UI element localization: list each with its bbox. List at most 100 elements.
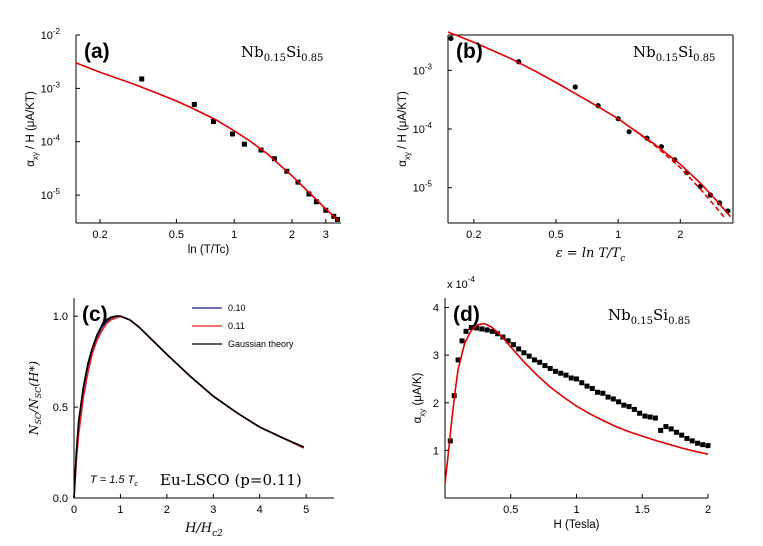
compound-annotation: Nb0.15Si0.85: [241, 43, 323, 64]
data-point: [510, 342, 516, 348]
data-point: [563, 372, 569, 378]
data-point: [505, 338, 511, 344]
data-point: [459, 338, 465, 344]
exponent-base: x 10: [447, 279, 468, 291]
compound-sub1: 0.15: [264, 53, 286, 64]
y-tick-base: 10: [41, 137, 53, 149]
y-tick-exponent: -3: [53, 80, 61, 89]
y-axis-label-sub: xy: [403, 152, 412, 160]
series-1: [444, 322, 709, 484]
compound-nb: Nb: [633, 43, 656, 61]
data-point: [542, 363, 548, 369]
data-point: [526, 353, 532, 359]
data-point: [700, 442, 706, 448]
series-line: [75, 62, 340, 222]
y-axis-label-n: N: [27, 424, 41, 436]
x-tick-label: 2: [705, 504, 711, 516]
series-line: [73, 315, 305, 499]
y-tick-base: 10: [41, 83, 53, 95]
compound-si: Si: [653, 306, 668, 324]
compound-sub2: 0.85: [301, 53, 323, 64]
data-point: [579, 380, 585, 386]
data-point: [139, 76, 145, 82]
data-point: [642, 413, 648, 419]
y-tick-label: 4: [433, 303, 439, 315]
legend-label: Gaussian theory: [228, 339, 294, 349]
y-axis-label-sub2: SC: [34, 387, 43, 399]
x-tick-label: 5: [303, 504, 309, 516]
y-axis-label: αxy / H (μA/KT): [397, 91, 412, 167]
panel-label: (b): [456, 40, 483, 63]
y-axis-label-mid: /N: [27, 398, 41, 414]
x-axis-label: ln (T/Tc): [188, 244, 230, 256]
x-tick-label: 0.5: [548, 229, 563, 241]
data-point: [658, 427, 664, 433]
y-tick-base: 10: [413, 183, 425, 195]
compound-nb: Nb: [241, 43, 264, 61]
x-tick-label: 1: [117, 504, 123, 516]
y-axis-label-end: (H*): [27, 361, 41, 387]
y-axis-label-alpha: α: [25, 160, 37, 167]
data-point: [626, 129, 632, 135]
legend-label: 0.10: [228, 303, 246, 313]
x-tick-label: 1: [231, 229, 237, 241]
panel-label: (c): [82, 303, 108, 326]
y-tick-label: 10-5: [41, 187, 61, 202]
x-axis-label: H (Tesla): [553, 519, 599, 531]
y-tick-base: 10: [413, 65, 425, 77]
data-point: [694, 440, 700, 446]
data-point: [552, 368, 558, 374]
x-axis-label: H/Hc2: [184, 521, 223, 539]
x-tick-label: 0.2: [92, 229, 107, 241]
sample-annotation: Eu-LSCO (p=0.11): [160, 471, 302, 489]
data-point: [547, 365, 553, 371]
y-axis-label-sub: xy: [31, 152, 40, 160]
x-axis-label-sub: c2: [212, 529, 223, 539]
y-tick-label: 3: [433, 350, 439, 362]
temperature-sub: c: [134, 481, 138, 488]
x-axis-label-main: ε = ln T/T: [556, 246, 622, 261]
data-point: [489, 328, 495, 334]
series-0: [448, 35, 731, 214]
y-tick-base: 10: [41, 190, 53, 202]
data-point: [637, 410, 643, 416]
y-tick-exponent: -4: [53, 134, 61, 143]
series-line: [634, 129, 726, 219]
y-exponent-label: x 10-4: [447, 275, 475, 291]
y-axis-label: αxy / H (μA/KT): [25, 91, 40, 167]
data-point: [684, 435, 690, 441]
y-tick-label: 0.5: [53, 402, 68, 414]
x-tick-label: 0.5: [169, 229, 184, 241]
compound-annotation: Nb0.15Si0.85: [608, 306, 690, 327]
y-tick-label: 10-4: [413, 121, 433, 136]
panel-b: 0.2 0.5 1 210-510-410-3(b) Nb0.15Si0.85ε = l…: [397, 31, 734, 264]
temperature-annotation: T = 1.5 Tc: [90, 474, 138, 488]
x-tick-label: 4: [257, 504, 263, 516]
data-point: [537, 359, 543, 365]
y-axis-label-rest: / H (μA/KT): [25, 91, 37, 152]
data-point: [679, 432, 685, 438]
panel-d: 0.5 1 1.5 2 1 2 3 4 (d) Nb0.15Si0.85 H (Tesla) αxy …: [412, 275, 711, 531]
y-axis-label-alpha: α: [412, 416, 424, 423]
y-tick-label: 10-5: [413, 180, 433, 195]
compound-sub2: 0.85: [668, 316, 690, 327]
y-tick-label: 10-3: [41, 80, 61, 95]
series-line: [444, 322, 709, 484]
y-tick-label: 10-2: [41, 27, 61, 42]
y-tick-label: 10-4: [41, 134, 61, 149]
y-tick-label: 1: [433, 445, 439, 457]
data-point: [521, 350, 527, 356]
panel-c: 0 1 2 3 4 50.00.51.0 (c)H/Hc2NSC/NSC(H*)0.100.…: [27, 298, 334, 539]
y-axis-label-rest: (μA/K): [412, 373, 424, 409]
data-point: [589, 385, 595, 391]
data-point: [600, 390, 606, 396]
y-axis-label-sub: SC: [34, 413, 43, 425]
panel-a: 0.2 0.5 1 2 310-510-410-310-2(a) Nb0.15Si0.85…: [25, 27, 341, 256]
data-point: [210, 118, 216, 124]
series-1: [447, 31, 732, 218]
x-tick-label: 2: [289, 229, 295, 241]
data-point: [621, 402, 627, 408]
data-point: [652, 415, 658, 421]
data-point: [495, 331, 501, 337]
